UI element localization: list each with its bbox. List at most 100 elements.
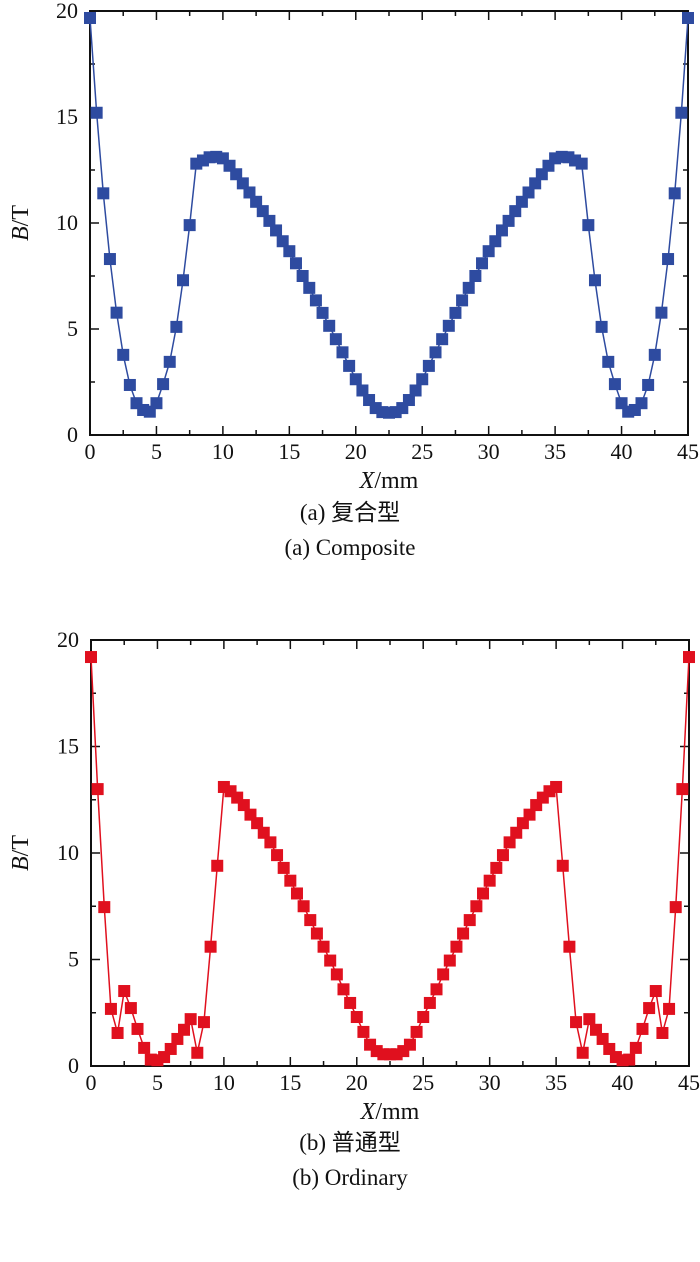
data-point (502, 214, 515, 227)
data-point (343, 359, 356, 372)
data-point (663, 1002, 676, 1015)
data-point (324, 954, 337, 967)
x-tick-label: 40 (611, 439, 633, 464)
data-point (463, 914, 476, 927)
data-point (283, 245, 296, 258)
data-point (316, 306, 329, 319)
data-point (97, 187, 110, 200)
data-point (656, 1026, 669, 1039)
data-point (676, 783, 689, 796)
data-point (442, 319, 455, 332)
x-tick-label: 35 (544, 439, 566, 464)
data-point (236, 177, 249, 190)
data-point (329, 333, 342, 346)
data-point (157, 378, 170, 391)
data-point (204, 940, 217, 953)
data-point (417, 1011, 430, 1024)
data-point (337, 983, 350, 996)
data-point (588, 274, 601, 287)
x-axis-var: X (360, 1099, 377, 1125)
data-point (515, 195, 528, 208)
data-point (596, 1032, 609, 1045)
data-point (563, 940, 576, 953)
y-tick-label: 20 (57, 627, 79, 652)
y-tick-label: 15 (57, 734, 79, 759)
x-tick-label: 15 (279, 1070, 301, 1095)
data-point (164, 1042, 177, 1055)
x-axis-unit: /mm (375, 1099, 419, 1125)
data-point (264, 836, 277, 849)
data-point (642, 378, 655, 391)
data-point (623, 1053, 636, 1066)
y-tick-label: 15 (56, 104, 78, 129)
data-point (449, 306, 462, 319)
data-point (178, 1023, 191, 1036)
plot-frame (89, 10, 689, 436)
data-point (636, 1022, 649, 1035)
x-axis-unit: /mm (374, 468, 418, 494)
data-point (556, 859, 569, 872)
data-point (402, 394, 415, 407)
data-point (237, 799, 250, 812)
x-axis-label: X/mm (359, 468, 419, 494)
y-tick-label: 10 (57, 840, 79, 865)
data-point (310, 927, 323, 940)
data-point (589, 1023, 602, 1036)
data-point (276, 235, 289, 248)
y-axis-label: B/T (8, 835, 34, 871)
data-point (304, 914, 317, 927)
data-point (138, 1041, 151, 1054)
data-point (476, 257, 489, 270)
data-point (170, 320, 183, 333)
series-line (90, 657, 690, 1062)
y-tick-label: 0 (67, 422, 78, 447)
data-point (655, 306, 668, 319)
caption-b-en: (b) Ordinary (292, 1165, 408, 1190)
data-point (197, 1016, 210, 1029)
data-point (270, 224, 283, 237)
data-point (303, 281, 316, 294)
data-point (117, 348, 130, 361)
data-point (330, 968, 343, 981)
data-point (576, 1046, 589, 1059)
data-point (443, 954, 456, 967)
y-axis-label: B/T (8, 205, 34, 241)
data-point (84, 11, 96, 24)
data-point (91, 783, 104, 796)
data-point (416, 373, 429, 386)
data-point (297, 900, 310, 913)
x-tick-label: 35 (545, 1070, 567, 1095)
data-point (477, 887, 490, 900)
data-point (290, 887, 303, 900)
y-tick-label: 20 (56, 0, 78, 23)
data-point (177, 274, 190, 287)
data-point (111, 1026, 124, 1039)
x-tick-label: 30 (478, 439, 500, 464)
y-tick-label: 10 (56, 210, 78, 235)
data-point (503, 836, 516, 849)
data-point (430, 983, 443, 996)
x-axis-label: X/mm (360, 1099, 420, 1125)
caption-a-en: (a) Composite (284, 535, 416, 560)
data-point (118, 985, 131, 998)
chart-panel-a: 0 5 10 15 20 25 30 35 40 45 0 5 10 15 20 X/mm B/T (8, 0, 699, 494)
data-point (110, 306, 123, 319)
data-point (648, 348, 661, 361)
data-point (230, 168, 243, 181)
x-tick-label: 0 (86, 1070, 97, 1095)
data-point (356, 384, 369, 397)
x-tick-label: 5 (152, 1070, 163, 1095)
data-point (649, 985, 662, 998)
data-point (357, 1025, 370, 1038)
data-point (523, 808, 536, 821)
data-point (668, 187, 681, 200)
data-point (422, 359, 435, 372)
data-point (437, 968, 450, 981)
data-point (675, 106, 688, 119)
data-point (456, 294, 469, 307)
data-point (277, 861, 290, 874)
data-point (489, 235, 502, 248)
data-point (349, 373, 362, 386)
data-point (191, 1046, 204, 1059)
